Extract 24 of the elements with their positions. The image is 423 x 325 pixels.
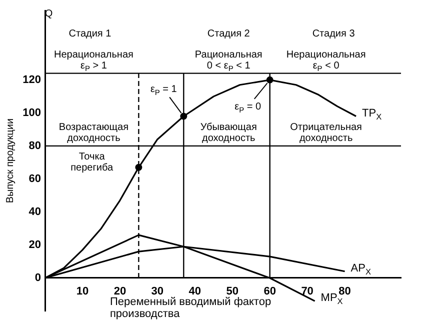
y-tick-label: 20 xyxy=(28,239,41,252)
y-tick-label: 40 xyxy=(28,206,41,218)
x-tick-label: 10 xyxy=(76,286,89,298)
annotation: Стадия 3 xyxy=(312,28,356,40)
y-tick-label: 120 xyxy=(22,74,41,86)
x-tick-label: 60 xyxy=(264,286,276,298)
annotation: Отрицательная доходность xyxy=(290,122,362,144)
annotation: Точка перегиба xyxy=(70,152,114,174)
x-tick-label: 40 xyxy=(188,286,202,298)
y-tick-label: 0 xyxy=(34,272,41,284)
x-tick-label: 70 xyxy=(301,286,314,298)
x-tick-label: 50 xyxy=(226,286,238,298)
annotation: Стадия 2 xyxy=(207,28,250,40)
annotation: Стадия 1 xyxy=(68,28,112,40)
x-tick-label: 80 xyxy=(338,286,351,298)
annotation: Возрастающая доходность xyxy=(58,122,128,144)
y-tick-label: 60 xyxy=(28,172,41,185)
y-tick-label: 100 xyxy=(22,106,41,119)
y-tick-label: 80 xyxy=(28,140,41,152)
x-tick-label: 30 xyxy=(151,286,164,298)
x-axis-title: Переменный вводимый фактор производства xyxy=(110,296,272,320)
annotation: Убывающая доходность xyxy=(200,122,257,144)
x-tick-label: 20 xyxy=(114,286,126,298)
y-axis-title: Выпуск продукции xyxy=(4,118,16,204)
